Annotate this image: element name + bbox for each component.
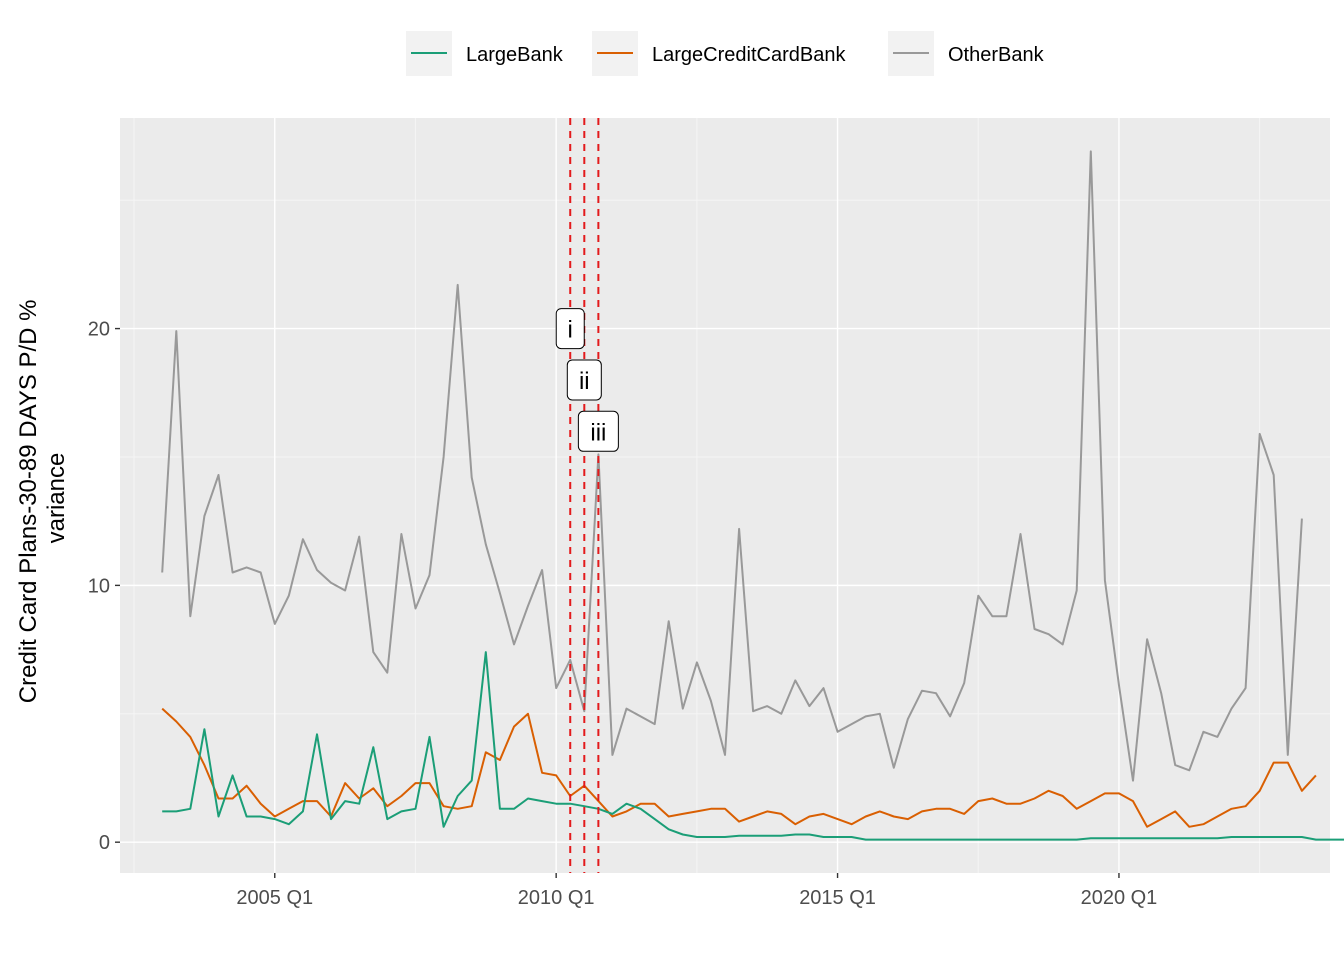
y-axis-title-line-1: Credit Card Plans-30-89 DAYS P/D %: [15, 299, 42, 703]
annotation-box: [566, 359, 602, 401]
y-axis-title-line-2: variance: [43, 453, 70, 544]
legend-label-otherbank: OtherBank: [948, 44, 1045, 66]
legend-label-largebank: LargeBank: [466, 44, 564, 66]
y-axis: 0 10 20: [88, 319, 120, 854]
annotation-label: ii: [579, 368, 590, 395]
annotation-label: i: [568, 317, 573, 344]
annotation-iii: iii: [577, 410, 619, 452]
series-line-otherbank: [161, 150, 1303, 782]
annotation-box: [555, 308, 585, 350]
series-line-largecreditcardbank: [161, 707, 1317, 828]
grid-major: [120, 118, 1330, 873]
x-tick-label: 2020 Q1: [1081, 887, 1158, 909]
y-axis-title: Credit Card Plans-30-89 DAYS P/D % varia…: [15, 293, 70, 703]
vline-layer: [569, 118, 600, 873]
y-tick-label: 10: [88, 575, 110, 597]
annotation-i: i: [555, 308, 585, 350]
plot-panel: [120, 118, 1330, 873]
x-tick-label: 2010 Q1: [518, 887, 595, 909]
series-line-largebank: [162, 651, 1344, 841]
x-tick-label: 2015 Q1: [799, 887, 876, 909]
legend: LargeBank LargeCreditCardBank OtherBank: [406, 31, 1045, 76]
annotation-box: [577, 410, 619, 452]
y-tick-label: 20: [88, 319, 110, 341]
grid-minor: [120, 118, 1330, 873]
legend-label-largecreditcardbank: LargeCreditCardBank: [652, 44, 846, 66]
y-tick-label: 0: [99, 832, 110, 854]
series-layer: [161, 150, 1344, 841]
x-axis: 2005 Q1 2010 Q1 2015 Q1 2020 Q1: [236, 873, 1157, 909]
annotation-ii: ii: [566, 359, 602, 401]
annotation-label: iii: [590, 419, 606, 446]
x-tick-label: 2005 Q1: [236, 887, 313, 909]
